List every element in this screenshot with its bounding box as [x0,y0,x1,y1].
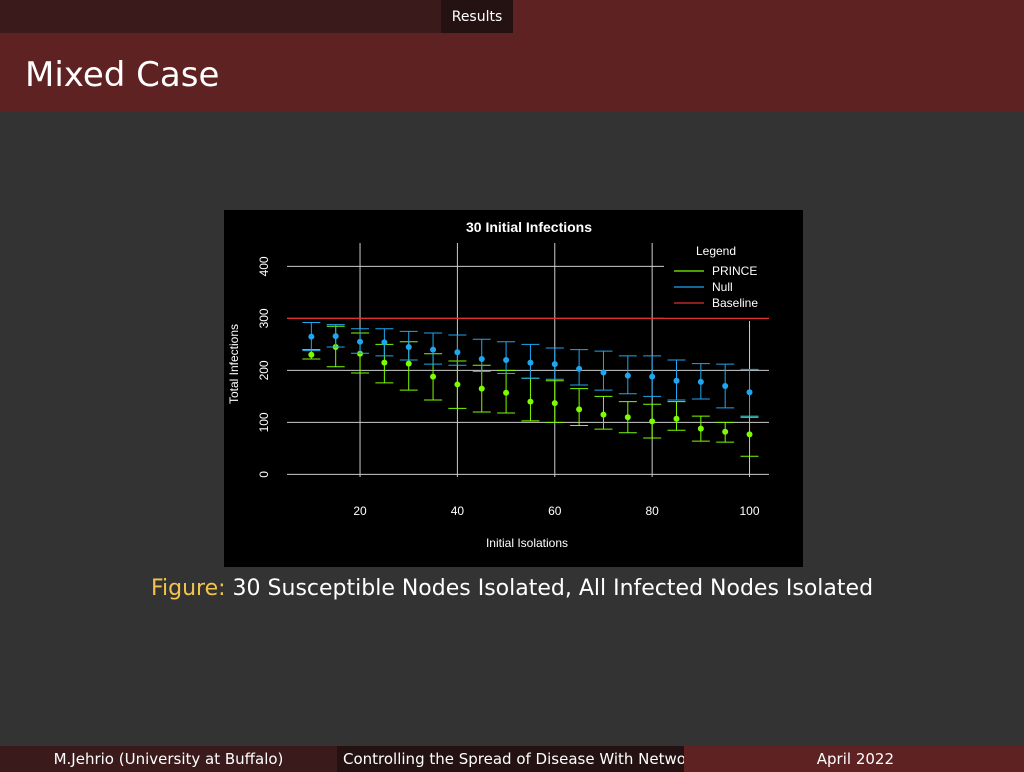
y-tick-label: 200 [257,360,271,380]
data-point [649,373,656,380]
headline-right [513,0,1024,33]
section-label[interactable]: Results [441,0,513,33]
data-point [454,349,461,356]
x-tick-label: 40 [451,504,465,518]
data-point [405,360,412,367]
data-point [624,372,631,379]
data-point [746,431,753,438]
data-point [746,389,753,396]
page-title: Mixed Case [25,55,220,95]
data-point [332,333,339,340]
data-point [478,385,485,392]
data-point [649,418,656,425]
data-point [308,351,315,358]
data-point [697,378,704,385]
chart-figure: 20 40 60 80 100 0 100 200 300 400 30 Initial Infec… [224,210,803,567]
x-tick-label: 60 [548,504,562,518]
data-point [527,398,534,405]
y-tick-label: 100 [257,412,271,432]
data-point [503,357,510,363]
data-point [624,414,631,421]
legend-entry: Baseline [712,296,758,310]
data-point [381,359,388,366]
data-point [357,350,364,357]
chart-title: 30 Initial Infections [466,219,592,235]
y-tick-label: 0 [257,471,271,478]
footline-bar: M.Jehrio (University at Buffalo) Control… [0,746,1024,772]
data-point [697,425,704,432]
legend-box [664,243,774,321]
caption-label: Figure: [150,576,226,601]
data-point [673,415,680,422]
figure-caption: Figure: 30 Susceptible Nodes Isolated, A… [0,576,1024,601]
y-axis-label: Total Infections [227,324,241,404]
footer-title: Controlling the Spread of Disease With N… [337,746,684,772]
data-point [357,338,364,345]
data-point [381,339,388,346]
data-point [576,406,583,413]
data-point [673,377,680,384]
x-tick-label: 20 [353,504,367,518]
data-point [454,381,461,388]
data-point [405,344,412,350]
x-tick-label: 100 [740,504,760,518]
caption-text: 30 Susceptible Nodes Isolated, All Infec… [232,576,874,601]
frame-title-bar: Mixed Case [0,33,1024,111]
data-point [503,389,510,396]
data-point [308,333,315,340]
legend-title: Legend [696,244,736,258]
data-point [600,411,607,418]
footer-date: April 2022 [684,746,1024,772]
headline-bar: Results [0,0,1024,33]
x-tick-label: 80 [645,504,659,518]
y-tick-label: 400 [257,256,271,276]
chart-svg: 20 40 60 80 100 0 100 200 300 400 30 Initial Infec… [227,219,774,550]
data-point [430,373,437,380]
data-point [551,400,558,407]
data-point [551,361,558,368]
data-point [527,359,534,366]
data-point [576,365,583,372]
data-point [722,383,729,389]
legend-entry: Null [712,280,733,294]
data-point [600,369,607,376]
y-tick-label: 300 [257,308,271,328]
data-point [430,346,437,353]
headline-left: Results [0,0,513,33]
legend-entry: PRINCE [712,264,757,278]
footer-author: M.Jehrio (University at Buffalo) [0,746,337,772]
x-axis-label: Initial Isolations [486,536,568,550]
data-point [478,355,485,362]
data-point [722,428,729,435]
